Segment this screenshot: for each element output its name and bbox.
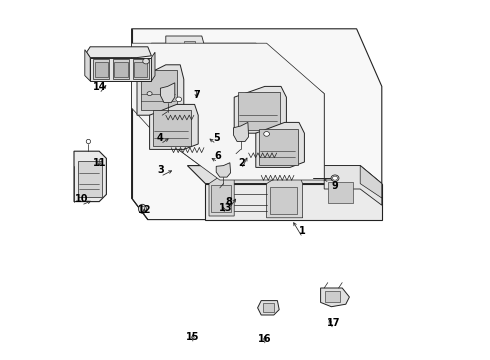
Polygon shape: [258, 301, 279, 315]
Polygon shape: [137, 65, 184, 115]
Ellipse shape: [139, 204, 147, 213]
Polygon shape: [113, 59, 129, 79]
Polygon shape: [133, 59, 149, 79]
Polygon shape: [180, 47, 198, 76]
Bar: [141, 70, 176, 110]
Polygon shape: [267, 175, 303, 218]
Polygon shape: [87, 47, 151, 58]
Bar: [328, 182, 353, 203]
Text: 11: 11: [93, 158, 106, 168]
Text: 10: 10: [74, 194, 88, 204]
Ellipse shape: [331, 175, 339, 181]
Text: 2: 2: [238, 158, 245, 168]
Polygon shape: [205, 184, 382, 220]
Polygon shape: [132, 43, 324, 180]
Bar: [157, 56, 171, 72]
Bar: [238, 92, 280, 130]
Ellipse shape: [140, 206, 145, 211]
Bar: [114, 62, 127, 77]
Polygon shape: [234, 86, 286, 133]
Polygon shape: [85, 50, 90, 81]
Polygon shape: [151, 43, 324, 180]
Text: 7: 7: [193, 90, 200, 100]
Text: 6: 6: [215, 150, 221, 161]
Ellipse shape: [264, 131, 270, 136]
Bar: [170, 43, 180, 58]
Polygon shape: [166, 36, 207, 63]
Polygon shape: [360, 166, 382, 198]
Ellipse shape: [86, 139, 91, 144]
Polygon shape: [233, 122, 248, 141]
Ellipse shape: [143, 58, 149, 64]
Polygon shape: [151, 52, 155, 81]
Polygon shape: [324, 166, 382, 205]
Text: 3: 3: [157, 165, 164, 175]
Bar: [263, 303, 274, 312]
Text: 15: 15: [186, 332, 199, 342]
Text: 5: 5: [213, 132, 220, 143]
Text: 13: 13: [219, 203, 232, 213]
Text: 1: 1: [299, 226, 306, 236]
Bar: [259, 129, 298, 165]
Ellipse shape: [176, 97, 182, 102]
Ellipse shape: [333, 176, 338, 180]
Bar: [184, 41, 195, 56]
Polygon shape: [93, 59, 109, 79]
Bar: [134, 62, 147, 77]
Polygon shape: [187, 166, 382, 184]
Bar: [95, 62, 108, 77]
Bar: [153, 110, 191, 146]
Bar: [325, 291, 341, 302]
Text: 8: 8: [225, 197, 232, 207]
Polygon shape: [132, 29, 382, 220]
Polygon shape: [320, 288, 349, 307]
Polygon shape: [74, 151, 106, 202]
Text: 14: 14: [93, 82, 106, 92]
Polygon shape: [256, 122, 304, 167]
Polygon shape: [216, 163, 231, 177]
Bar: [211, 185, 231, 212]
Text: 12: 12: [138, 204, 151, 215]
Ellipse shape: [147, 91, 152, 96]
Text: 16: 16: [258, 334, 271, 344]
Polygon shape: [149, 104, 198, 149]
Polygon shape: [209, 176, 234, 216]
Polygon shape: [149, 50, 180, 79]
Text: 4: 4: [157, 132, 164, 143]
Bar: [77, 161, 102, 197]
Polygon shape: [90, 58, 151, 81]
Text: 17: 17: [326, 318, 340, 328]
Bar: [270, 187, 297, 214]
Polygon shape: [160, 83, 175, 103]
Text: 9: 9: [332, 181, 339, 192]
